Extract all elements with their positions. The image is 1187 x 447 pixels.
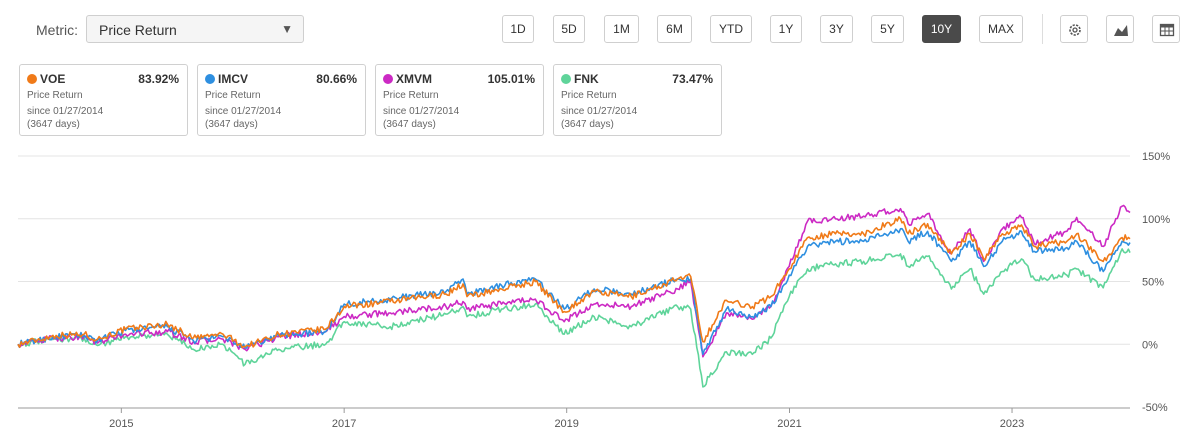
series-line-fnk — [17, 248, 1131, 388]
series-line-voe — [17, 216, 1131, 349]
range-button-1y[interactable]: 1Y — [770, 15, 802, 43]
range-button-6m[interactable]: 6M — [657, 15, 692, 43]
ticker-symbol: FNK — [574, 72, 599, 86]
ticker-metric: Price Return — [561, 90, 617, 101]
x-tick-label: 2017 — [332, 418, 356, 430]
x-tick-label: 2021 — [777, 418, 801, 430]
table-view-button[interactable] — [1152, 15, 1180, 43]
range-button-1d[interactable]: 1D — [502, 15, 534, 43]
y-tick-label: 0% — [1142, 339, 1158, 351]
ticker-days: (3647 days) — [383, 119, 436, 130]
ticker-return: 80.66% — [316, 72, 357, 86]
x-tick-label: 2023 — [1000, 418, 1024, 430]
ticker-card-fnk[interactable]: FNK 73.47% Price Return since 01/27/2014… — [553, 64, 722, 136]
ticker-since: since 01/27/2014 — [27, 106, 104, 117]
ticker-return: 105.01% — [487, 72, 535, 86]
series-color-dot — [561, 74, 571, 84]
ticker-card-voe[interactable]: VOE 83.92% Price Return since 01/27/2014… — [19, 64, 188, 136]
range-button-max[interactable]: MAX — [979, 15, 1023, 43]
metric-dropdown[interactable]: Price Return ▼ — [86, 15, 304, 43]
settings-button[interactable] — [1060, 15, 1088, 43]
toolbar-divider — [1042, 14, 1043, 44]
price-return-chart[interactable]: 150% 100% 50% 0% -50% 2015 2017 2019 2021 2023 — [0, 140, 1187, 447]
range-button-1m[interactable]: 1M — [604, 15, 639, 43]
chevron-down-icon: ▼ — [281, 22, 293, 36]
range-button-5d[interactable]: 5D — [553, 15, 585, 43]
ticker-days: (3647 days) — [561, 119, 614, 130]
series-color-dot — [27, 74, 37, 84]
ticker-metric: Price Return — [27, 90, 83, 101]
series-color-dot — [205, 74, 215, 84]
x-tick-label: 2019 — [554, 418, 578, 430]
ticker-days: (3647 days) — [27, 119, 80, 130]
ticker-metric: Price Return — [383, 90, 439, 101]
ticker-card-xmvm[interactable]: XMVM 105.01% Price Return since 01/27/20… — [375, 64, 544, 136]
ticker-card-imcv[interactable]: IMCV 80.66% Price Return since 01/27/201… — [197, 64, 366, 136]
range-button-ytd[interactable]: YTD — [710, 15, 752, 43]
series-color-dot — [383, 74, 393, 84]
range-button-5y[interactable]: 5Y — [871, 15, 904, 43]
ticker-symbol: VOE — [40, 72, 66, 86]
metric-selected-value: Price Return — [99, 22, 177, 38]
table-icon — [1159, 23, 1175, 37]
settings-icon — [1069, 24, 1081, 36]
ticker-since: since 01/27/2014 — [205, 106, 282, 117]
x-tick-label: 2015 — [109, 418, 133, 430]
y-tick-label: 150% — [1142, 151, 1170, 163]
ticker-since: since 01/27/2014 — [383, 106, 460, 117]
y-tick-label: 100% — [1142, 214, 1170, 226]
range-button-10y[interactable]: 10Y — [922, 15, 961, 43]
ticker-symbol: IMCV — [218, 72, 248, 86]
chart-type-button[interactable] — [1106, 15, 1134, 43]
ticker-since: since 01/27/2014 — [561, 106, 638, 117]
area-chart-icon — [1114, 25, 1128, 36]
y-tick-label: 50% — [1142, 277, 1164, 289]
range-button-3y[interactable]: 3Y — [820, 15, 853, 43]
metric-label: Metric: — [36, 22, 78, 38]
ticker-symbol: XMVM — [396, 72, 432, 86]
y-tick-label: -50% — [1142, 402, 1168, 414]
ticker-return: 83.92% — [138, 72, 179, 86]
ticker-return: 73.47% — [672, 72, 713, 86]
ticker-days: (3647 days) — [205, 119, 258, 130]
ticker-metric: Price Return — [205, 90, 261, 101]
